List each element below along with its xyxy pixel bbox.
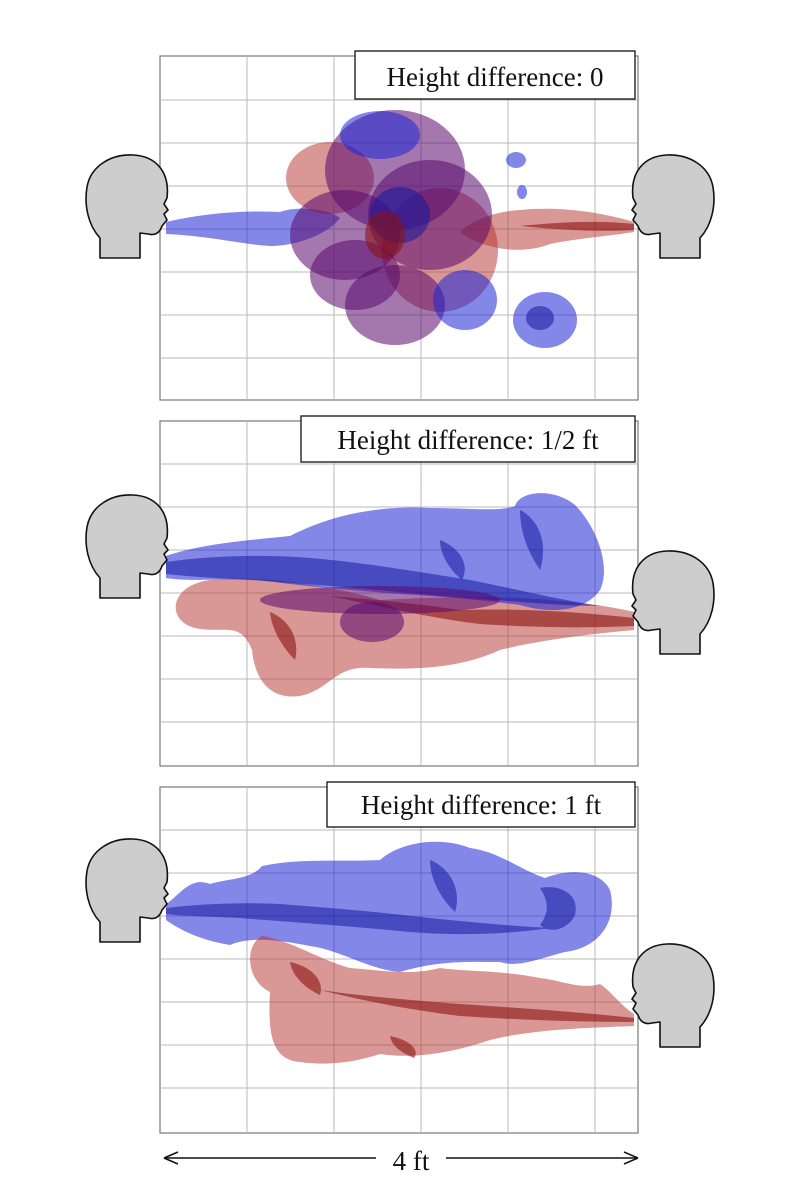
label-box	[300, 415, 636, 463]
red-exhaled-jet	[460, 208, 634, 250]
blue-exhaled-jet	[166, 493, 604, 611]
red-exhaled-jet	[250, 936, 634, 1064]
scale-label: 4 ft	[393, 1146, 430, 1176]
head-profile-left-icon	[85, 838, 169, 943]
label-box	[326, 781, 636, 828]
head-right	[631, 154, 715, 259]
panel-label: Height difference: 1/2 ft	[337, 425, 599, 455]
panel-height-half-ft: Height difference: 1/2 ft	[85, 415, 715, 767]
mixed-region	[260, 586, 500, 642]
head-profile-right-icon	[631, 154, 715, 259]
head-left	[85, 154, 169, 259]
double-arrow-icon	[163, 1151, 639, 1165]
head-profile-left-icon	[85, 154, 169, 259]
head-profile-right-icon	[631, 550, 715, 655]
scale-bar: 4 ft	[163, 1146, 639, 1176]
head-profile-left-icon	[85, 494, 169, 599]
panel-label: Height difference: 1 ft	[361, 790, 602, 820]
panel-height-1-ft: Height difference: 1 ft	[85, 781, 715, 1134]
head-left	[85, 494, 169, 599]
head-right	[631, 943, 715, 1048]
panel-label: Height difference: 0	[387, 62, 604, 92]
panel-height-0: Height difference: 0	[85, 50, 715, 401]
blue-exhaled-jet	[166, 841, 612, 972]
head-right	[631, 550, 715, 655]
head-left	[85, 838, 169, 943]
head-profile-right-icon	[631, 943, 715, 1048]
mixed-cloud	[286, 110, 498, 345]
label-box	[354, 50, 636, 100]
